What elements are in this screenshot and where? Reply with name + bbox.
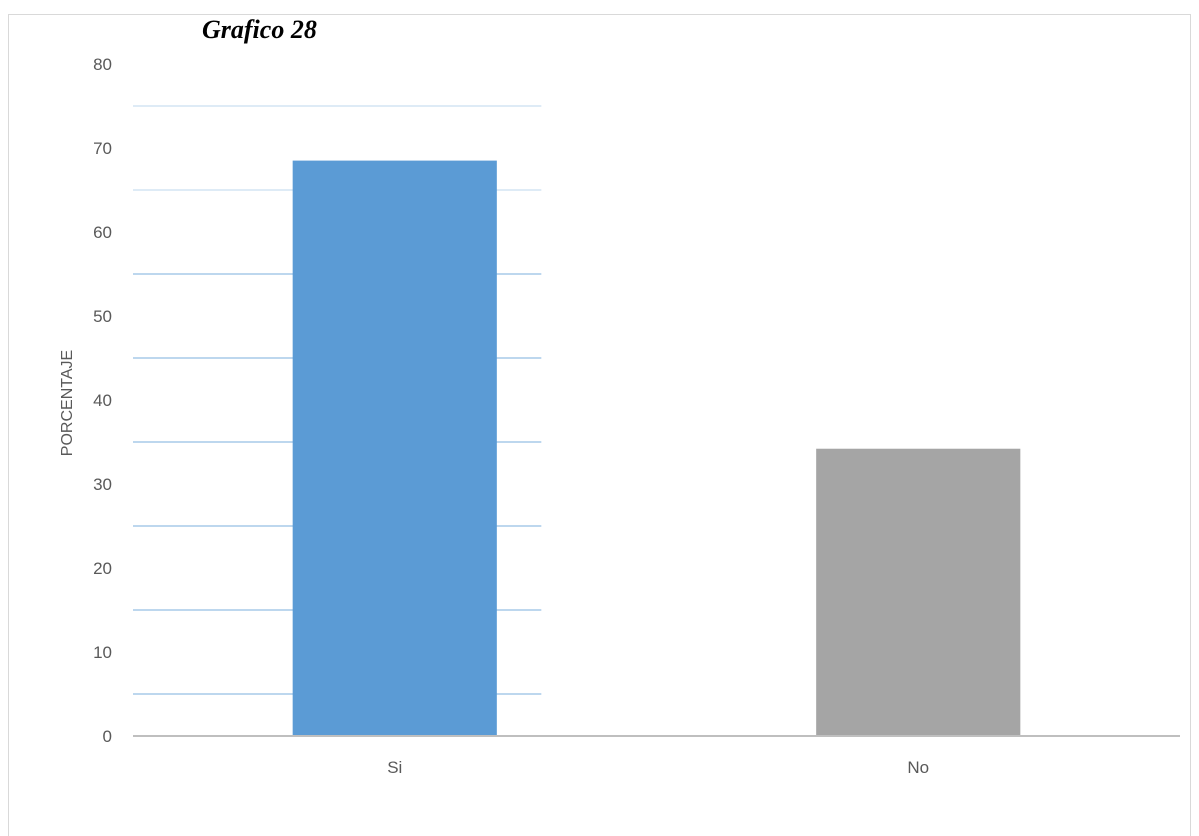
y-tick-label: 30 [93, 475, 112, 494]
bar-no [816, 448, 1021, 736]
bars [292, 160, 1021, 737]
y-tick-label: 40 [93, 391, 112, 410]
y-tick-label: 80 [93, 55, 112, 74]
y-tick-label: 70 [93, 139, 112, 158]
chart-frame [8, 14, 1191, 836]
y-tick-label: 60 [93, 223, 112, 242]
x-tick-labels: Si No [387, 758, 929, 777]
y-tick-labels: 0 10 20 30 40 50 60 70 80 [93, 55, 112, 746]
x-tick-label: Si [387, 758, 402, 777]
y-tick-label: 20 [93, 559, 112, 578]
y-axis-title: PORCENTAJE [59, 350, 76, 456]
bar-si [292, 160, 497, 737]
x-tick-label: No [907, 758, 929, 777]
y-tick-label: 50 [93, 307, 112, 326]
chart-title: Grafico 28 [202, 15, 317, 44]
y-tick-label: 10 [93, 643, 112, 662]
y-tick-label: 0 [103, 727, 112, 746]
